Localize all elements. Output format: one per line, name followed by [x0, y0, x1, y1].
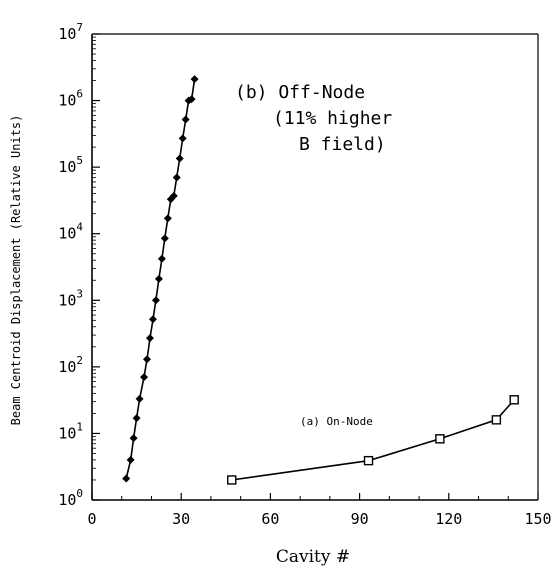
- axis-ticks: 0 30 60 90 120 150 100 101 102 103 104 105 106 107: [58, 21, 551, 528]
- diamond-marker: [181, 115, 190, 124]
- diamond-marker: [163, 214, 172, 223]
- y-tick-label: 105: [58, 154, 83, 176]
- diamond-marker: [160, 234, 169, 243]
- annotation-off-node-line-1: (b) Off-Node: [235, 82, 365, 103]
- diamond-marker: [129, 434, 138, 443]
- diamond-marker: [143, 355, 152, 364]
- x-axis-label: Cavity #: [276, 547, 350, 567]
- y-tick-label: 107: [58, 21, 83, 43]
- y-tick-label: 100: [58, 487, 83, 509]
- diamond-marker: [132, 414, 141, 423]
- annotation-off-node-line-2: (11% higher: [273, 108, 392, 129]
- y-axis-label: Beam Centroid Displacement (Relative Uni…: [9, 115, 23, 426]
- x-tick-label: 30: [172, 510, 190, 528]
- diamond-marker: [175, 154, 184, 163]
- diamond-marker: [135, 394, 144, 403]
- diamond-marker: [157, 254, 166, 263]
- annotation-off-node: (b) Off-Node (11% higher B field): [235, 82, 392, 155]
- x-tick-label: 120: [435, 510, 462, 528]
- square-marker: [227, 475, 237, 485]
- y-tick-label: 103: [58, 287, 83, 309]
- x-tick-label: 60: [261, 510, 279, 528]
- diamond-marker: [178, 134, 187, 143]
- diamond-marker: [122, 474, 131, 483]
- x-tick-label: 90: [351, 510, 369, 528]
- square-marker: [363, 455, 374, 466]
- diamond-marker: [187, 95, 196, 104]
- annotation-on-node: (a) On-Node: [300, 415, 373, 428]
- diamond-marker: [190, 75, 199, 84]
- square-marker: [435, 434, 445, 444]
- annotation-off-node-line-3: B field): [299, 134, 386, 155]
- diamond-marker: [154, 274, 163, 283]
- x-tick-label: 150: [524, 510, 551, 528]
- square-marker: [509, 395, 519, 405]
- diamond-marker: [172, 173, 181, 182]
- plot-frame: [91, 33, 539, 501]
- diamond-marker: [151, 296, 160, 305]
- x-tick-label: 0: [87, 510, 96, 528]
- square-marker: [491, 415, 502, 425]
- diamond-marker: [148, 315, 157, 324]
- diamond-marker: [140, 373, 149, 382]
- diamond-marker: [126, 455, 135, 464]
- data-markers: [122, 75, 519, 485]
- y-tick-label: 104: [58, 221, 83, 243]
- series-line-2: [231, 399, 515, 481]
- diamond-marker: [145, 334, 154, 343]
- y-tick-label: 106: [58, 88, 83, 110]
- diamond-marker: [169, 191, 178, 200]
- y-tick-label: 101: [58, 420, 83, 442]
- y-tick-label: 102: [58, 354, 83, 376]
